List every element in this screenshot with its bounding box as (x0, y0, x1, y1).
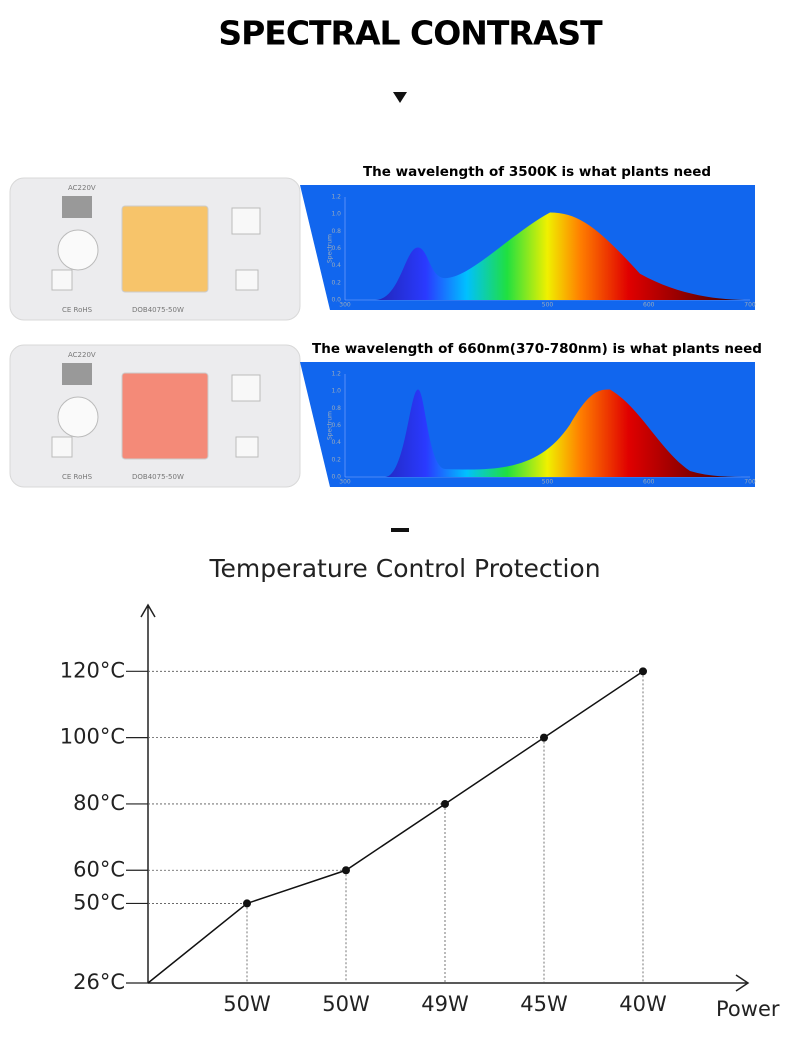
point (243, 899, 251, 908)
spectrum-y-tick: 1.2 (331, 371, 341, 378)
y-tick-label: 26°C (73, 970, 125, 994)
chip-model: DOB4075-50W (132, 306, 184, 314)
spectrum-y-label: Spectrum (327, 234, 334, 263)
spectrum-y-tick: 0.8 (331, 405, 341, 412)
point (441, 799, 449, 808)
chip-ic (51, 269, 73, 291)
spectrum-x-tick: 700 (744, 302, 756, 309)
page-title: SPECTRAL CONTRAST (218, 14, 603, 53)
chip-ic (235, 269, 259, 291)
led-array (121, 205, 209, 293)
chip-marks: CE RoHS (62, 306, 93, 314)
x-axis-label: Power (716, 997, 780, 1021)
spectrum-caption: The wavelength of 660nm(370-780nm) is wh… (312, 341, 762, 357)
spectrum-y-tick: 0.2 (331, 279, 341, 286)
spectrum-y-tick: 0.8 (331, 228, 341, 235)
chip-ic (231, 207, 261, 235)
spectrum-x-tick: 600 (643, 302, 655, 309)
chip-terminal (62, 363, 92, 385)
chart-title: Temperature Control Protection (208, 554, 600, 583)
spectrum-caption: The wavelength of 3500K is what plants n… (363, 164, 711, 180)
spectrum-curve (385, 389, 750, 477)
chip-ic (235, 436, 259, 458)
chip-capacitor (57, 396, 99, 438)
chip-rating: AC220V (68, 184, 96, 192)
point (540, 733, 548, 742)
y-tick-label: 60°C (73, 857, 125, 881)
spectrum-x-tick: 500 (542, 302, 554, 309)
spectrum-x-tick: 600 (643, 479, 655, 486)
x-tick-label: 50W (322, 992, 370, 1016)
spectrum-x-tick: 300 (339, 479, 351, 486)
led-array (121, 372, 209, 460)
spectrum-x-tick: 300 (339, 302, 351, 309)
chip-marks: CE RoHS (62, 473, 93, 481)
spectrum-y-tick: 0.6 (331, 422, 341, 429)
chip-model: DOB4075-50W (132, 473, 184, 481)
spectrum-y-tick: 1.0 (331, 388, 341, 395)
x-tick-label: 50W (223, 992, 271, 1016)
chip-rating: AC220V (68, 351, 96, 359)
y-tick-label: 80°C (73, 791, 125, 815)
x-axis (148, 974, 750, 992)
spectrum-y-label: Spectrum (327, 411, 334, 440)
y-tick-label: 50°C (73, 890, 125, 914)
x-tick-label: 40W (619, 992, 667, 1016)
down-arrow (393, 92, 407, 103)
spectrum-y-tick: 0.6 (331, 245, 341, 252)
chip-terminal (62, 196, 92, 218)
point (342, 866, 350, 875)
chip-capacitor (57, 229, 99, 271)
divider (391, 528, 409, 532)
spectrum-y-tick: 1.0 (331, 211, 341, 218)
spectrum-x-tick: 700 (744, 479, 756, 486)
chip-ic (231, 374, 261, 402)
y-axis (140, 603, 156, 983)
x-tick-label: 45W (520, 992, 568, 1016)
line (147, 670, 644, 984)
spectrum-x-tick: 500 (542, 479, 554, 486)
spectrum-y-tick: 0.2 (331, 456, 341, 463)
spectrum-y-tick: 0.4 (331, 262, 341, 269)
chip-ic (51, 436, 73, 458)
spectrum-y-tick: 0.0 (331, 297, 341, 304)
x-tick-label: 49W (421, 992, 469, 1016)
point (639, 667, 647, 676)
spectrum-curve (375, 212, 750, 300)
spectrum-y-tick: 0.0 (331, 474, 341, 481)
spectrum-y-tick: 0.4 (331, 439, 341, 446)
spectrum-y-tick: 1.2 (331, 194, 341, 201)
y-tick-label: 100°C (60, 725, 125, 749)
y-tick-label: 120°C (60, 658, 125, 682)
